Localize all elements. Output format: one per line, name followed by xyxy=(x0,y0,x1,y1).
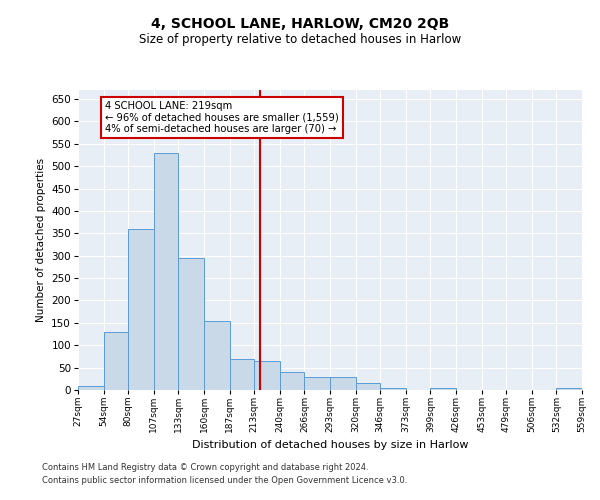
Text: 4, SCHOOL LANE, HARLOW, CM20 2QB: 4, SCHOOL LANE, HARLOW, CM20 2QB xyxy=(151,18,449,32)
Bar xyxy=(204,320,230,390)
X-axis label: Distribution of detached houses by size in Harlow: Distribution of detached houses by size … xyxy=(192,440,468,450)
Y-axis label: Number of detached properties: Number of detached properties xyxy=(36,158,46,322)
Bar xyxy=(128,229,154,390)
Bar xyxy=(280,372,304,390)
Bar xyxy=(380,388,406,390)
Text: Size of property relative to detached houses in Harlow: Size of property relative to detached ho… xyxy=(139,32,461,46)
Bar xyxy=(556,388,582,390)
Text: 4 SCHOOL LANE: 219sqm
← 96% of detached houses are smaller (1,559)
4% of semi-de: 4 SCHOOL LANE: 219sqm ← 96% of detached … xyxy=(106,101,339,134)
Bar xyxy=(356,384,380,390)
Bar xyxy=(430,388,456,390)
Bar xyxy=(154,152,178,390)
Bar xyxy=(304,376,330,390)
Bar xyxy=(178,258,204,390)
Bar xyxy=(78,386,104,390)
Bar xyxy=(230,358,254,390)
Bar xyxy=(254,361,280,390)
Bar xyxy=(104,332,128,390)
Text: Contains public sector information licensed under the Open Government Licence v3: Contains public sector information licen… xyxy=(42,476,407,485)
Bar xyxy=(330,376,356,390)
Text: Contains HM Land Registry data © Crown copyright and database right 2024.: Contains HM Land Registry data © Crown c… xyxy=(42,464,368,472)
